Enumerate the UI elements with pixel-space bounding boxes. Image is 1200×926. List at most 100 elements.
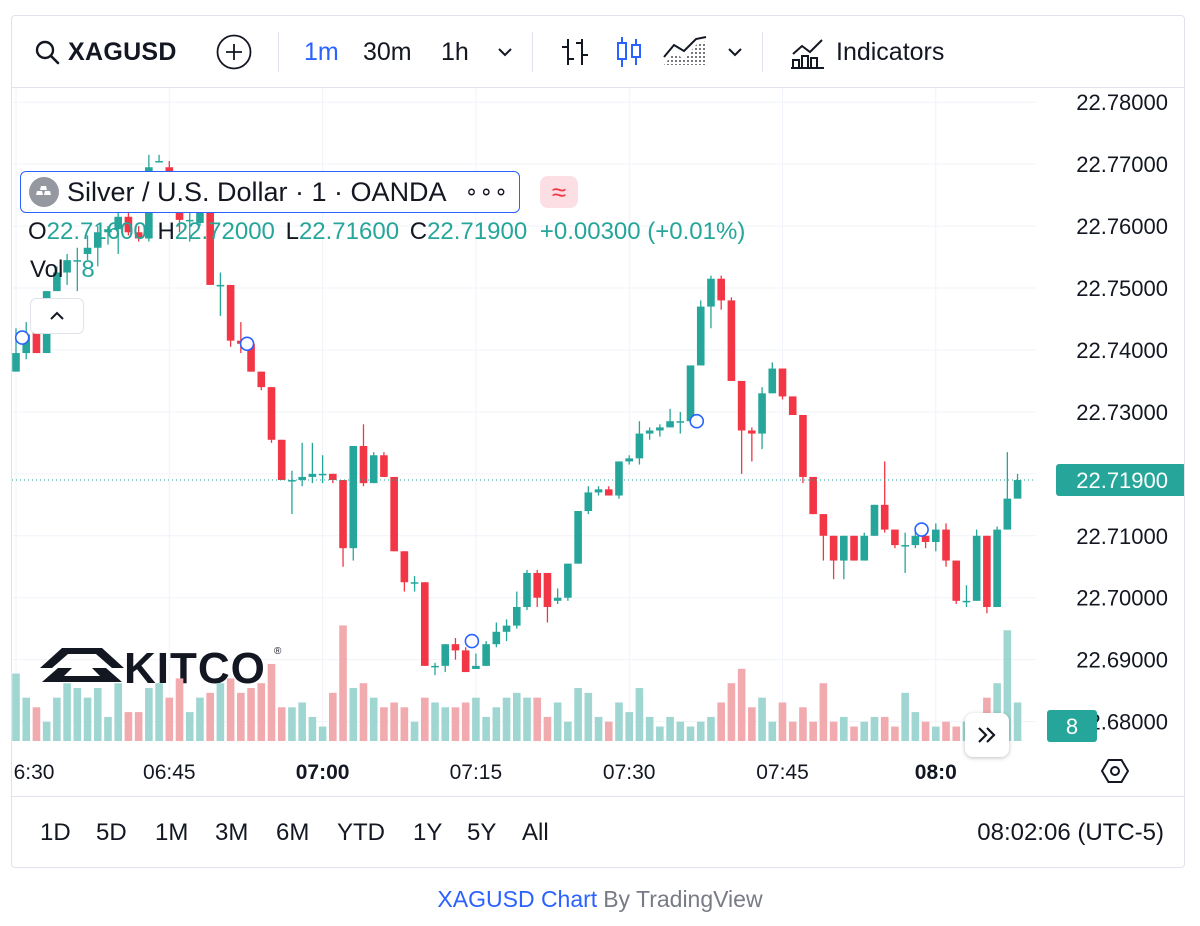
candle [932,523,940,552]
chart-link[interactable]: XAGUSD Chart [437,885,598,912]
timeframe-dropdown[interactable] [496,16,514,88]
candle-body [748,430,756,434]
range-1d[interactable]: 1D [40,819,71,846]
volume-bar [717,702,725,741]
candle [564,563,572,601]
volume-bar [308,716,317,741]
volume-bar [492,707,501,741]
timeframe-1m[interactable]: 1m [304,37,339,66]
candle-body [1013,480,1022,499]
candle-body [22,334,31,354]
range-5y[interactable]: 5Y [467,819,497,846]
open-value: 22.71600 [46,218,147,245]
chart-type-dropdown[interactable] [726,16,744,88]
candle [952,560,961,604]
scroll-to-realtime-button[interactable] [965,713,1009,757]
volume-bar [615,702,623,741]
candle-body [247,343,255,372]
candle [829,535,838,580]
candle-body [666,421,674,428]
candle-body [318,473,327,476]
candle-body [564,563,572,598]
candle [880,461,889,533]
clock-timezone[interactable]: 08:02:06 (UTC-5) [977,819,1164,846]
event-marker [914,522,929,537]
candle-body [860,535,869,561]
candle [666,408,674,428]
volume-bar [829,721,838,741]
candle-body [12,353,20,372]
symbol-search[interactable]: XAGUSD [34,16,177,88]
collapse-legend-button[interactable] [30,298,84,334]
area-chart-button[interactable] [662,16,708,88]
candle-body [952,560,961,601]
candle [778,368,787,400]
volume-bar [369,697,378,741]
event-marker [464,633,480,649]
volume-bar [707,716,715,741]
close-value: 22.71900 [427,218,528,245]
candles-icon [617,37,641,67]
range-ytd[interactable]: YTD [337,819,385,846]
candle [840,535,848,580]
candle [134,226,143,242]
range-3m[interactable]: 3M [215,819,249,846]
price-chart[interactable]: KITCO ®22.7800022.7700022.7600022.7500022… [12,88,1185,796]
volume-bar [748,707,756,741]
range-5d[interactable]: 5D [96,819,127,846]
timeframe-30m[interactable]: 30m [363,37,412,66]
candle [318,455,327,484]
candle [860,532,869,561]
price-axis-label: 22.78000 [1076,90,1168,115]
candles-button[interactable] [612,16,646,88]
volume-bar [768,721,777,741]
volume-bar [267,663,276,741]
candle-body [349,445,358,549]
candle-body [676,421,685,423]
kitco-logo-mark [42,668,122,682]
candle [451,637,460,660]
candle-body [870,504,879,536]
volume-bar [73,688,82,741]
candle-series [12,154,1022,676]
toolbar-divider [532,32,533,72]
candle-body [983,535,991,608]
volume-bar [993,683,1001,741]
range-6m[interactable]: 6M [276,819,310,846]
volume-bar [809,721,817,741]
candle-body [257,371,266,388]
bar-chart-button[interactable] [558,16,592,88]
candle [604,486,613,496]
timeframe-1h[interactable]: 1h [441,37,469,66]
volume-bar [604,721,613,741]
approx-data-badge[interactable]: ≈ [540,176,578,208]
range-1y[interactable]: 1Y [413,819,443,846]
volume-bar [83,697,92,741]
volume-bar [441,707,450,741]
candle [891,529,899,549]
series-title: Silver / U.S. Dollar · 1 · OANDA [67,176,447,207]
series-legend[interactable]: Silver / U.S. Dollar · 1 · OANDA ∘∘∘ [20,171,520,213]
candle-body [83,247,92,254]
volume-bar [870,716,879,741]
price-axis-label: 22.69000 [1076,648,1168,673]
candle [615,461,623,499]
more-options-icon[interactable]: ∘∘∘ [464,179,509,204]
indicators-button[interactable]: Indicators [790,16,944,88]
candle-body [819,514,828,536]
volume-bar [421,697,429,741]
candle [737,380,746,474]
range-all[interactable]: All [522,819,549,846]
candle [993,526,1001,608]
candle-body [53,272,61,292]
chevron-down-icon [728,48,742,57]
volume-bar [676,721,685,741]
settings-icon[interactable] [1100,759,1130,783]
event-marker [239,336,255,352]
volume-bar [134,712,143,741]
compare-add-button[interactable] [215,16,253,88]
chart-area[interactable]: KITCO ® 22.78000 22.77000 22.76000 22.75000 22… [12,88,1184,793]
candle [533,569,542,608]
range-1m[interactable]: 1M [155,819,189,846]
candle-body [32,322,41,354]
